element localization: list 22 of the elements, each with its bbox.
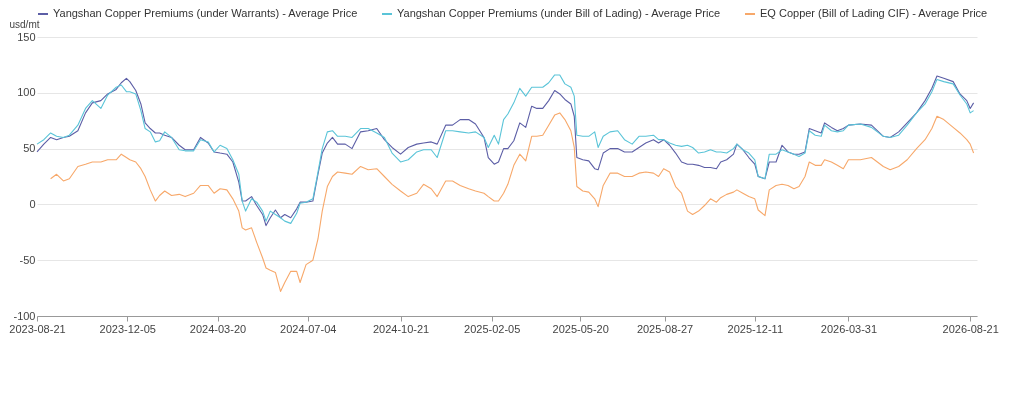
y-tick-label: -50 (19, 253, 36, 266)
y-tick-label: 0 (29, 197, 36, 210)
y-tick-label: 100 (17, 86, 36, 99)
x-tick-label: 2025-05-20 (552, 322, 609, 335)
legend-label: EQ Copper (Bill of Lading CIF) - Average Price (760, 7, 988, 19)
x-tick-label: 2023-12-05 (99, 322, 156, 335)
x-tick-label: 2024-07-04 (280, 322, 337, 335)
x-tick-label: 2024-10-21 (372, 322, 430, 335)
x-tick-label: 2025-12-11 (727, 322, 783, 335)
x-tick-label: 2026-03-31 (820, 322, 878, 335)
y-tick-label: 150 (17, 30, 36, 43)
line-series (50, 112, 975, 292)
legend-label: Yangshan Copper Premiums (under Warrants) - Average Price (53, 7, 358, 19)
x-tick-label: 2026-08-21 (942, 322, 999, 335)
x-tick-label: 2025-02-05 (464, 322, 521, 335)
legend-label: Yangshan Copper Premiums (under Bill of Lading) - Average Price (397, 7, 721, 19)
x-tick-label: 2025-08-27 (636, 322, 694, 335)
y-axis-title: usd/mt (9, 18, 40, 30)
x-tick-label: 2023-08-21 (9, 322, 66, 335)
y-tick-label: 50 (23, 142, 36, 155)
x-tick-label: 2024-03-20 (189, 322, 247, 335)
y-tick-label: -100 (13, 309, 36, 322)
